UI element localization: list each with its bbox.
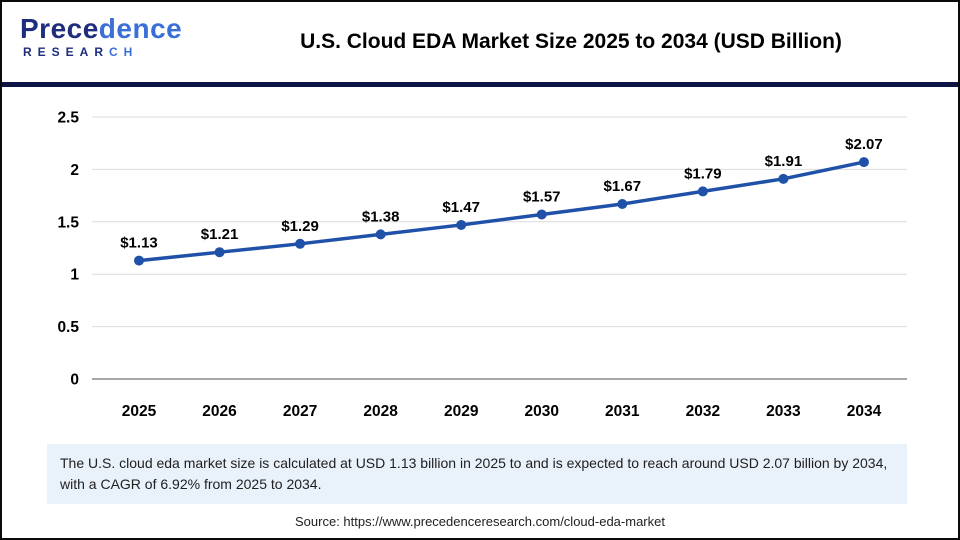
data-point-label: $1.38	[362, 208, 400, 225]
header-divider	[2, 82, 958, 87]
data-point	[456, 219, 467, 230]
x-tick-label: 2025	[122, 403, 157, 420]
x-tick-label: 2033	[766, 403, 801, 420]
data-point	[536, 209, 547, 220]
data-point	[295, 238, 306, 249]
data-point	[617, 198, 628, 209]
data-point-label: $1.21	[201, 226, 239, 243]
data-point-label: $2.07	[845, 136, 883, 153]
precedence-logo: Precedence RESEARCH	[20, 15, 182, 59]
header: Precedence RESEARCH U.S. Cloud EDA Marke…	[2, 2, 958, 82]
logo-brand-light: dence	[98, 13, 183, 44]
x-tick-label: 2026	[202, 403, 237, 420]
x-tick-label: 2032	[686, 403, 720, 420]
data-point-label: $1.47	[442, 199, 480, 216]
logo-research-text: RESEARCH	[20, 46, 182, 58]
series-line	[137, 160, 866, 263]
source-text: Source: https://www.precedenceresearch.c…	[295, 514, 665, 529]
data-point	[697, 186, 708, 197]
y-tick-label: 1	[70, 267, 79, 284]
logo-brand-dark: Prece	[20, 13, 99, 44]
x-tick-label: 2028	[363, 403, 398, 420]
logo-research-light: CH	[109, 45, 139, 59]
y-tick-label: 2	[70, 162, 79, 179]
x-tick-label: 2029	[444, 403, 479, 420]
logo-research-dark: RESEAR	[23, 45, 110, 59]
y-tick-label: 2.5	[57, 110, 79, 127]
data-point-label: $1.91	[765, 153, 803, 170]
data-point	[214, 247, 225, 258]
y-tick-label: 0	[70, 372, 79, 389]
page-title: U.S. Cloud EDA Market Size 2025 to 2034 …	[300, 30, 842, 53]
line-chart: 0 0.5 1 1.5 2 2.5 2025 2026 2027 2028 2029 2030 2031…	[2, 87, 958, 447]
summary-caption: The U.S. cloud eda market size is calcul…	[47, 444, 907, 504]
data-point-label: $1.29	[281, 218, 319, 235]
x-tick-label: 2031	[605, 403, 640, 420]
data-point-label: $1.79	[684, 165, 722, 182]
chart-canvas: 0 0.5 1 1.5 2 2.5 2025 2026 2027 2028 2029 2030 2031…	[57, 110, 907, 420]
x-tick-label: 2034	[847, 403, 882, 420]
y-tick-label: 0.5	[57, 319, 79, 336]
data-point-label: $1.13	[120, 235, 158, 252]
y-tick-label: 1.5	[57, 214, 79, 231]
data-point-label: $1.57	[523, 188, 561, 205]
data-point	[375, 229, 386, 240]
data-point	[778, 173, 789, 184]
data-point	[134, 255, 144, 266]
logo-brand-text: Precedence	[20, 15, 182, 43]
data-point	[858, 157, 869, 168]
data-point-label: $1.67	[604, 178, 642, 195]
x-tick-label: 2030	[525, 403, 559, 420]
x-tick-label: 2027	[283, 403, 317, 420]
